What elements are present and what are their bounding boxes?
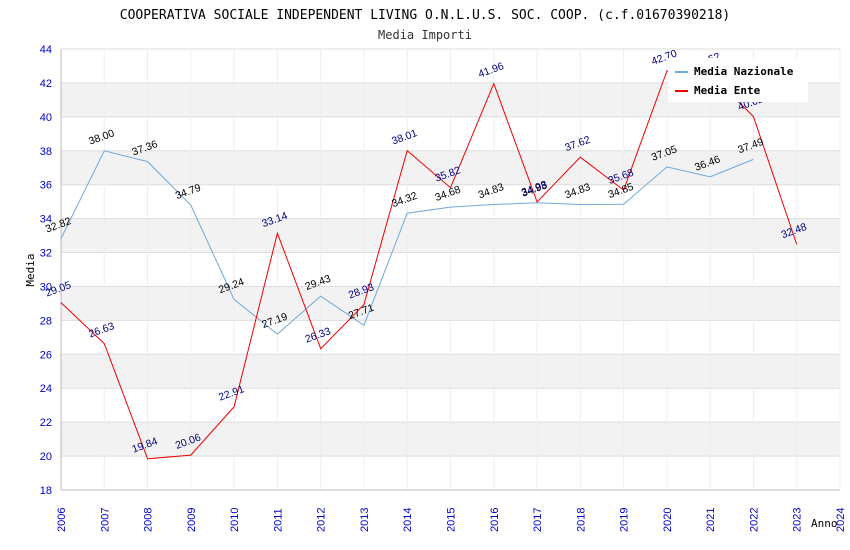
y-axis-label: Media [24,253,37,286]
x-tick-label: 2019 [619,508,631,532]
x-tick-label: 2008 [143,508,155,532]
y-tick-label: 44 [40,44,52,56]
x-tick-label: 2011 [272,508,284,532]
x-tick-label: 2007 [99,508,111,532]
y-tick-labels: 18 20 22 24 26 28 30 32 34 36 38 40 42 44 [40,44,52,497]
x-tick-label: 2006 [56,508,68,532]
x-tick-label: 2013 [359,508,371,532]
y-tick-label: 18 [40,485,52,497]
y-tick-label: 40 [40,112,52,124]
x-tick-label: 2017 [532,508,544,532]
x-tick-label: 2018 [575,508,587,532]
x-tick-label: 2012 [316,508,328,532]
y-tick-label: 24 [40,383,52,395]
y-tick-label: 20 [40,451,52,463]
y-tick-label: 30 [40,281,52,293]
y-tick-label: 34 [40,214,52,226]
x-tick-label: 2021 [705,508,717,532]
legend-box [668,58,808,102]
y-tick-label: 38 [40,146,52,158]
x-tick-label: 2014 [402,508,414,532]
y-tick-label: 22 [40,417,52,429]
chart-subtitle: Media Importi [378,28,472,42]
x-tick-label: 2020 [662,508,674,532]
x-tick-label: 2015 [446,508,458,532]
y-tick-label: 32 [40,248,52,260]
x-axis-label: Anno [811,517,838,530]
x-tick-label: 2023 [792,508,804,532]
x-tick-label: 2024 [835,508,847,532]
x-tick-label: 2022 [748,508,760,532]
x-tick-label: 2016 [489,508,501,532]
chart-title: COOPERATIVA SOCIALE INDEPENDENT LIVING O… [120,8,730,23]
grid-lines [60,48,841,491]
x-tick-label: 2010 [229,508,241,532]
y-tick-label: 36 [40,180,52,192]
x-tick-label: 2009 [186,508,198,532]
legend-label-nazionale: Media Nazionale [694,65,794,78]
y-tick-label: 26 [40,349,52,361]
y-tick-label: 42 [40,78,52,90]
legend-label-ente: Media Ente [694,84,761,97]
x-tick-labels: 2006 2007 2008 2009 2010 2011 2012 2013 2014 2015… [56,508,847,532]
y-tick-label: 28 [40,315,52,327]
series-line-nazionale [60,150,754,335]
legend: Media Nazionale Media Ente [668,58,808,102]
